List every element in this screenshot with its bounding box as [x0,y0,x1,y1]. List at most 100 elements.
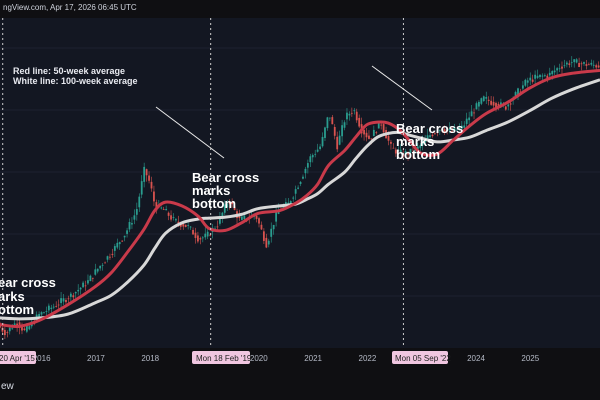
candle-body [521,85,524,89]
trend-line-2018 [155,106,225,159]
candle-body [170,215,172,220]
candle-body [270,228,273,237]
candle-body [62,298,65,302]
annotation-2019-line3: bottom [192,196,236,211]
candle-body [128,222,131,230]
candle-body [43,312,45,314]
annotation-2022: Bear cross marks bottom [396,121,463,162]
candle-body [524,79,527,86]
candle-body [111,253,114,255]
candle-body [363,129,365,135]
candle-body [563,65,566,67]
candle-body [255,215,258,219]
x-tick-label: 2018 [141,354,159,363]
candle-body [526,80,529,83]
candle-body [336,136,339,150]
candle-body [348,113,351,116]
candle-body [55,306,58,307]
candle-body [429,135,431,138]
candle-body [436,131,439,134]
candle-body [99,265,102,269]
candle-body [258,218,260,224]
series-line-red [0,68,600,329]
candle-body [387,135,390,141]
header-source-text: ngView.com, Apr 17, 2026 06:45 UTC [3,3,137,12]
x-tick-label: 2024 [467,354,485,363]
candle-body [419,145,422,148]
candle-body [228,201,231,205]
candle-body [91,277,94,279]
candle-body [160,207,163,209]
candle-body [275,211,278,222]
candle-body [333,126,336,136]
candle-body [543,75,546,77]
candle-body [133,215,136,220]
candle-body [507,104,510,107]
candle-body [204,233,207,238]
candle-body [324,127,326,138]
candle-body [40,312,43,315]
candle-body [72,295,75,298]
candle-body [267,240,270,245]
candle-body [377,121,380,129]
candle-body [243,215,246,220]
candle-body [500,102,502,105]
candle-body [463,125,466,128]
candle-body [292,197,295,199]
candle-body [109,256,111,258]
candle-body [206,231,209,237]
date-tag-2022: Mon 05 Sep '22 [392,351,451,364]
candle-body [426,135,429,140]
candle-body [96,268,99,272]
candle-body [262,231,265,241]
candle-body [101,264,104,266]
annotation-2022-line3: bottom [396,147,440,162]
candle-body [468,117,471,121]
candle-body [365,132,368,138]
candle-body [390,141,392,144]
candle-body [590,62,593,65]
candle-body [145,169,148,176]
candle-body [456,129,458,131]
candle-body [375,132,378,134]
candle-body [0,325,1,328]
candle-body [221,212,224,219]
candle-body [328,117,331,119]
candle-body [89,275,92,282]
candle-body [302,176,304,179]
date-marker-lines [2,18,404,348]
candle-body [104,262,106,264]
candle-body [140,181,143,195]
candle-body [504,106,507,110]
candle-body [382,124,385,133]
candle-body [316,149,319,152]
candle-body [482,96,485,102]
candle-body [580,63,583,65]
candle-body [473,112,475,114]
candle-body [451,131,453,132]
candle-body [597,65,600,68]
candle-body [355,111,358,121]
candle-body [370,138,373,140]
candle-body [346,112,348,120]
candle-body [448,128,451,131]
candle-body [319,146,321,150]
candle-body [226,203,229,208]
candle-body [113,246,116,251]
date-tag-2019-bg [192,351,250,364]
annotation-2019-line2: marks [192,183,230,198]
legend-red-line: Red line: 50-week average [13,66,125,76]
candle-body [416,146,419,150]
candle-body [21,325,23,331]
candle-body [534,74,537,79]
candle-body [294,189,297,194]
candle-body [465,118,468,124]
date-tag-2015: 20 Apr '15 [0,351,36,364]
candle-body [74,292,77,294]
date-tag-2022-text: Mon 05 Sep '22 [395,354,451,363]
candle-body [84,285,87,287]
candle-body [485,97,488,99]
candle-body [77,289,80,292]
candle-body [201,237,204,239]
